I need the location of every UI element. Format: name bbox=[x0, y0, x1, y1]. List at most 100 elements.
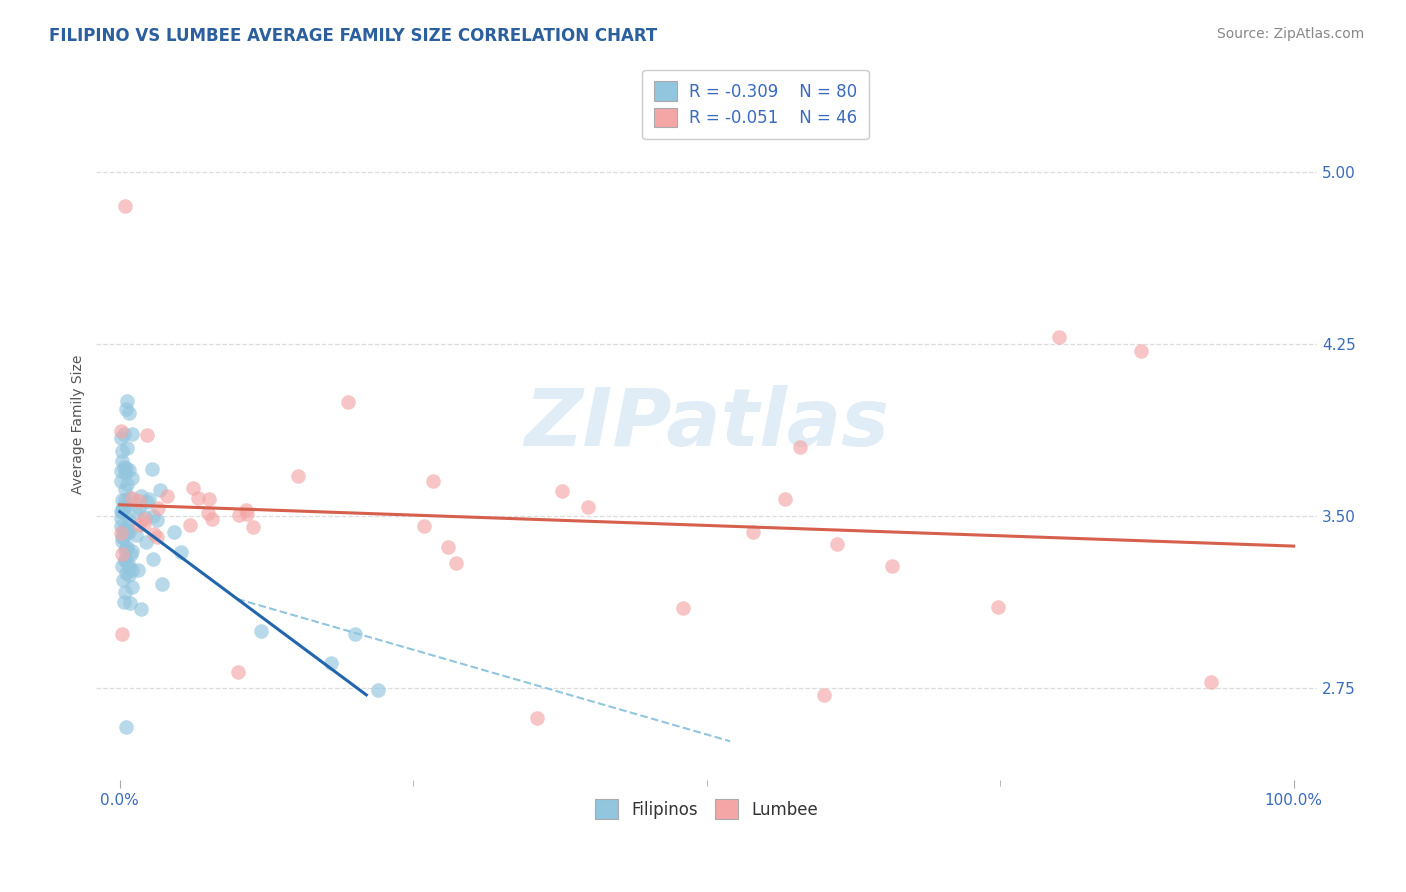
Point bbox=[111, 505, 134, 519]
Point bbox=[228, 508, 250, 523]
Point bbox=[551, 484, 574, 499]
Point bbox=[112, 500, 135, 514]
Point bbox=[775, 491, 797, 506]
Point bbox=[110, 525, 132, 540]
Point bbox=[789, 440, 811, 454]
Point bbox=[115, 394, 138, 409]
Point bbox=[128, 501, 150, 516]
Point bbox=[112, 530, 135, 544]
Point bbox=[129, 602, 152, 616]
Point bbox=[120, 596, 142, 610]
Y-axis label: Average Family Size: Average Family Size bbox=[72, 355, 86, 494]
Point bbox=[135, 495, 157, 509]
Point bbox=[120, 547, 142, 561]
Point bbox=[115, 540, 138, 554]
Point bbox=[138, 492, 160, 507]
Point bbox=[741, 524, 763, 539]
Point bbox=[118, 561, 141, 575]
Point bbox=[813, 689, 835, 703]
Text: FILIPINO VS LUMBEE AVERAGE FAMILY SIZE CORRELATION CHART: FILIPINO VS LUMBEE AVERAGE FAMILY SIZE C… bbox=[49, 27, 658, 45]
Point bbox=[125, 505, 148, 519]
Point bbox=[576, 500, 599, 515]
Point bbox=[121, 471, 143, 485]
Point bbox=[114, 542, 136, 557]
Point bbox=[170, 545, 193, 559]
Point bbox=[117, 556, 139, 570]
Point bbox=[163, 525, 186, 540]
Point bbox=[111, 454, 134, 468]
Point bbox=[1047, 330, 1070, 344]
Point bbox=[444, 556, 467, 570]
Point bbox=[287, 468, 309, 483]
Point bbox=[110, 504, 132, 518]
Point bbox=[110, 431, 132, 445]
Point bbox=[115, 527, 138, 541]
Point bbox=[118, 463, 141, 477]
Point bbox=[187, 491, 209, 505]
Point bbox=[146, 500, 169, 515]
Point bbox=[111, 547, 134, 561]
Point bbox=[235, 502, 257, 516]
Point bbox=[114, 553, 136, 567]
Point bbox=[141, 462, 163, 476]
Point bbox=[111, 627, 134, 641]
Point bbox=[127, 563, 149, 577]
Point bbox=[115, 524, 138, 538]
Point bbox=[526, 711, 548, 725]
Point bbox=[110, 474, 132, 488]
Point bbox=[437, 540, 460, 554]
Point bbox=[110, 464, 132, 478]
Point bbox=[112, 426, 135, 441]
Point bbox=[135, 535, 157, 549]
Point bbox=[880, 558, 903, 573]
Point bbox=[149, 483, 172, 497]
Point bbox=[1201, 674, 1223, 689]
Point bbox=[114, 482, 136, 496]
Point bbox=[121, 491, 143, 505]
Point bbox=[235, 507, 257, 521]
Point bbox=[110, 519, 132, 533]
Point bbox=[110, 424, 132, 438]
Point bbox=[128, 518, 150, 533]
Point bbox=[242, 519, 264, 533]
Point bbox=[111, 573, 134, 587]
Legend: Filipinos, Lumbee: Filipinos, Lumbee bbox=[588, 793, 825, 825]
Point bbox=[111, 493, 134, 508]
Point bbox=[115, 442, 138, 456]
Point bbox=[117, 520, 139, 534]
Point bbox=[412, 519, 434, 533]
Text: Source: ZipAtlas.com: Source: ZipAtlas.com bbox=[1216, 27, 1364, 41]
Point bbox=[134, 512, 156, 526]
Point bbox=[121, 581, 143, 595]
Point bbox=[115, 402, 138, 417]
Point bbox=[111, 534, 134, 549]
Point bbox=[367, 682, 389, 697]
Point bbox=[142, 526, 165, 541]
Point bbox=[146, 530, 169, 544]
Point bbox=[249, 624, 271, 638]
Point bbox=[110, 510, 132, 524]
Point bbox=[114, 492, 136, 507]
Point bbox=[142, 552, 165, 566]
Point bbox=[112, 500, 135, 515]
Text: ZIPatlas: ZIPatlas bbox=[524, 385, 889, 464]
Point bbox=[1130, 343, 1153, 358]
Point bbox=[134, 509, 156, 524]
Point bbox=[343, 627, 366, 641]
Point bbox=[114, 500, 136, 515]
Point bbox=[827, 537, 849, 551]
Point bbox=[124, 528, 146, 542]
Point bbox=[987, 600, 1010, 615]
Point bbox=[201, 512, 224, 526]
Point bbox=[112, 523, 135, 537]
Point bbox=[112, 460, 135, 475]
Point bbox=[115, 461, 138, 475]
Point bbox=[114, 553, 136, 567]
Point bbox=[118, 524, 141, 539]
Point bbox=[115, 541, 138, 555]
Point bbox=[114, 199, 136, 213]
Point bbox=[118, 491, 141, 505]
Point bbox=[226, 665, 249, 680]
Point bbox=[111, 530, 134, 544]
Point bbox=[114, 466, 136, 480]
